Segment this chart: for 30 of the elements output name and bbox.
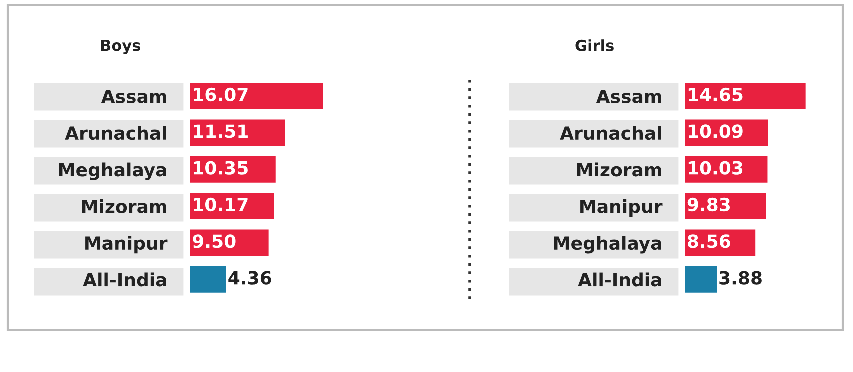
data-label: 16.07 xyxy=(194,88,248,102)
data-label: 11.51 xyxy=(194,124,248,138)
y-tick-label: Mizoram xyxy=(82,199,166,214)
y-tick-label: Manipur xyxy=(86,236,168,254)
y-tick-label: Mizoram xyxy=(577,162,662,177)
y-tick-label: Assam xyxy=(101,90,166,104)
y-tick-label: Arunachal xyxy=(65,126,166,140)
y-tick-label: Assam xyxy=(596,90,662,104)
data-label: 8.56 xyxy=(688,234,730,248)
data-label: 4.36 xyxy=(228,271,272,285)
bar xyxy=(190,266,226,293)
y-tick-label: Manipur xyxy=(580,199,663,217)
bar xyxy=(685,266,717,293)
data-label: 10.35 xyxy=(194,161,248,175)
data-label: 9.50 xyxy=(193,234,236,248)
data-label: 14.65 xyxy=(688,88,743,102)
y-tick-label: Arunachal xyxy=(560,126,662,140)
data-label: 10.03 xyxy=(688,161,743,175)
chart-title: Girls xyxy=(576,40,614,52)
y-tick-label: Meghalaya xyxy=(554,236,662,254)
bar xyxy=(190,83,324,110)
data-label: 9.83 xyxy=(688,198,730,212)
bar xyxy=(685,83,806,110)
data-label: 3.88 xyxy=(720,271,762,285)
y-tick-label: All-India xyxy=(83,272,166,287)
y-tick-label: Meghalaya xyxy=(59,162,166,180)
y-tick-label: All-India xyxy=(578,272,662,287)
data-label: 10.17 xyxy=(194,198,248,212)
data-label: 10.09 xyxy=(688,124,743,138)
chart-title: Boys xyxy=(101,40,140,54)
